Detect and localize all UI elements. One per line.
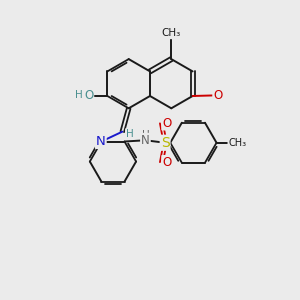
- Text: O: O: [162, 156, 171, 169]
- Text: CH₃: CH₃: [162, 28, 181, 38]
- Text: H: H: [76, 90, 83, 100]
- Text: N: N: [96, 135, 106, 148]
- Text: O: O: [162, 117, 171, 130]
- Text: H: H: [126, 129, 134, 139]
- Text: N: N: [141, 134, 150, 147]
- Text: S: S: [161, 136, 170, 150]
- Text: O: O: [84, 89, 93, 102]
- Text: CH₃: CH₃: [228, 138, 246, 148]
- Text: O: O: [213, 89, 223, 102]
- Text: H: H: [142, 130, 149, 140]
